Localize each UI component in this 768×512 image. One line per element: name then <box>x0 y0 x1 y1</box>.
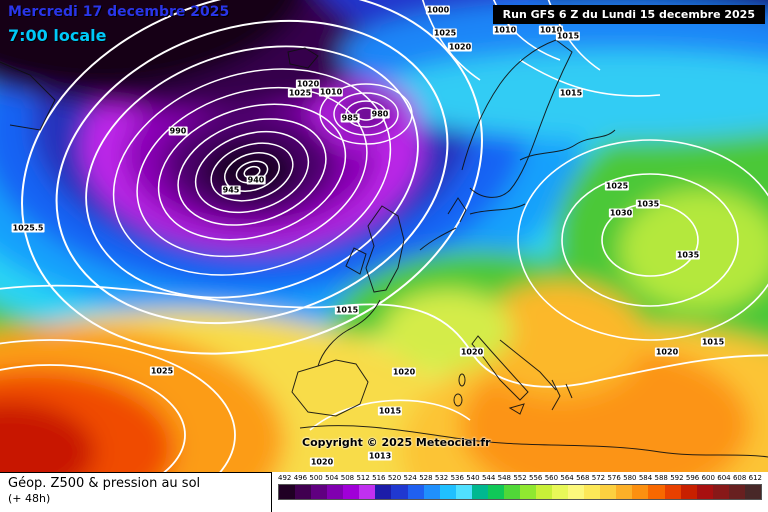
copyright-text: Copyright © 2025 Meteociel.fr <box>302 436 491 449</box>
colorbar-cell <box>568 485 585 499</box>
colorbar-value: 604 <box>717 474 731 482</box>
colorbar-value: 536 <box>450 474 464 482</box>
colorbar-cell <box>616 485 633 499</box>
colorbar-value: 548 <box>497 474 511 482</box>
colorbar-cell <box>728 485 745 499</box>
colorbar-cell <box>375 485 392 499</box>
colorbar-value: 532 <box>434 474 449 482</box>
colorbar-value: 596 <box>685 474 700 482</box>
colorbar-value: 580 <box>623 474 637 482</box>
colorbar-cell <box>503 485 520 499</box>
colorbar-value: 524 <box>403 474 417 482</box>
colorbar-value: 528 <box>419 474 433 482</box>
map-area <box>0 0 768 472</box>
colorbar-value: 520 <box>387 474 402 482</box>
coastlines <box>0 39 768 458</box>
colorbar-value: 540 <box>466 474 480 482</box>
legend-forecast-hour: (+ 48h) <box>8 492 51 505</box>
colorbar-cell <box>664 485 681 499</box>
isobar-contours <box>0 0 768 472</box>
colorbar-cell <box>744 485 761 499</box>
colorbar-cell <box>343 485 360 499</box>
colorbar-cell <box>471 485 488 499</box>
colorbar-cell <box>696 485 713 499</box>
colorbar-value: 568 <box>576 474 590 482</box>
colorbar-cell <box>600 485 617 499</box>
colorbar-values: 492 496 500 504 508 512 516 520 524 528 532 536 540 5… <box>278 474 762 483</box>
model-run-info: Run GFS 6 Z du Lundi 15 decembre 2025 <box>492 5 765 24</box>
colorbar-value: 560 <box>544 474 559 482</box>
colorbar-value: 584 <box>638 474 653 482</box>
legend-bar: Géop. Z500 & pression au sol (+ 48h) 492… <box>0 472 768 512</box>
geopotential-color-field <box>0 0 768 472</box>
colorbar-value: 572 <box>591 474 606 482</box>
colorbar-cell <box>519 485 536 499</box>
colorbar-value: 496 <box>293 474 308 482</box>
colorbar-cell <box>455 485 472 499</box>
legend-title-box: Géop. Z500 & pression au sol (+ 48h) <box>0 472 272 512</box>
colorbar-cells <box>278 484 762 500</box>
colorbar-cell <box>423 485 440 499</box>
colorbar-value: 588 <box>654 474 668 482</box>
colorbar-value: 556 <box>529 474 543 482</box>
colorbar-value: 600 <box>701 474 715 482</box>
colorbar-value: 544 <box>481 474 496 482</box>
colorbar-cell <box>439 485 456 499</box>
colorbar-value: 504 <box>325 474 339 482</box>
colorbar-value: 552 <box>513 474 527 482</box>
colorbar-value: 576 <box>607 474 621 482</box>
colorbar-cell <box>359 485 376 499</box>
colorbar-cell <box>632 485 649 499</box>
colorbar-value: 500 <box>309 474 323 482</box>
colorbar-cell <box>391 485 408 499</box>
colorbar-cell <box>584 485 601 499</box>
colorbar-value: 492 <box>278 474 292 482</box>
colorbar-value: 512 <box>356 474 370 482</box>
colorbar-cell <box>311 485 328 499</box>
colorbar-cell <box>712 485 729 499</box>
colorbar-value: 516 <box>372 474 386 482</box>
legend-title: Géop. Z500 & pression au sol <box>8 476 201 491</box>
colorbar-cell <box>536 485 553 499</box>
colorbar: 492 496 500 504 508 512 516 520 524 528 532 536 540 5… <box>272 472 768 512</box>
colorbar-value: 564 <box>560 474 574 482</box>
colorbar-value: 508 <box>340 474 355 482</box>
colorbar-cell <box>552 485 569 499</box>
colorbar-value: 612 <box>748 474 762 482</box>
colorbar-value: 592 <box>670 474 684 482</box>
colorbar-cell <box>295 485 312 499</box>
colorbar-value: 608 <box>732 474 747 482</box>
colorbar-cell <box>407 485 424 499</box>
colorbar-cell <box>648 485 665 499</box>
colorbar-cell <box>279 485 296 499</box>
colorbar-cell <box>487 485 504 499</box>
weather-map <box>0 0 768 472</box>
colorbar-cell <box>680 485 697 499</box>
colorbar-cell <box>327 485 344 499</box>
